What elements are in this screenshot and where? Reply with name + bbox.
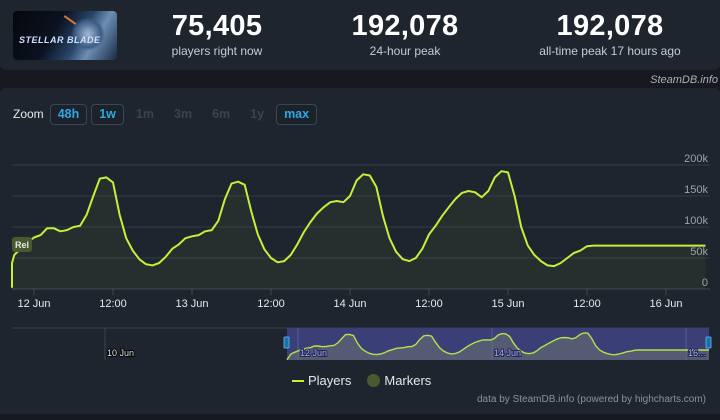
zoom-3m-button[interactable]: 3m xyxy=(174,107,193,121)
game-logo: STELLAR BLADE xyxy=(19,35,101,45)
game-thumbnail[interactable]: STELLAR BLADE xyxy=(13,11,117,60)
thumbnail-art xyxy=(71,17,105,51)
zoom-label: Zoom xyxy=(13,107,44,121)
svg-text:14 Jun: 14 Jun xyxy=(333,298,366,310)
release-marker[interactable]: Rel xyxy=(12,237,32,252)
stat-value: 192,078 xyxy=(351,10,459,42)
players-line[interactable] xyxy=(11,170,706,288)
steamdb-credit[interactable]: SteamDB.info xyxy=(650,74,718,86)
stat-label: 24-hour peak xyxy=(369,44,441,58)
navigator-area xyxy=(287,332,709,360)
zoom-1y-button[interactable]: 1y xyxy=(250,107,265,121)
zoom-1w-button[interactable]: 1w xyxy=(91,103,124,125)
navigator-label: 16... xyxy=(688,348,706,358)
zoom-max-button[interactable]: max xyxy=(276,103,318,125)
page-bottom xyxy=(0,414,720,420)
highcharts-credit[interactable]: data by SteamDB.info (powered by highcha… xyxy=(477,394,706,405)
chart-legend: Players Markers xyxy=(292,373,431,388)
markers-legend-icon xyxy=(367,374,381,387)
players-area xyxy=(12,171,706,289)
stat-label: all-time peak 17 hours ago xyxy=(539,44,681,58)
navigator-line xyxy=(286,332,709,361)
navigator-left-handle[interactable] xyxy=(283,336,290,349)
navigator-label: 14 Jun xyxy=(494,348,521,358)
svg-text:200k: 200k xyxy=(684,153,708,165)
zoom-1m-button[interactable]: 1m xyxy=(135,107,154,121)
stats-header: STELLAR BLADE 75,405 players right now 1… xyxy=(0,0,720,70)
svg-text:12:00: 12:00 xyxy=(573,298,601,310)
chart-panel xyxy=(0,88,720,420)
marker-label: Rel xyxy=(15,240,29,250)
thumbnail-art-streak xyxy=(63,15,77,25)
legend-players[interactable]: Players xyxy=(308,373,352,388)
players-legend-icon xyxy=(292,379,304,382)
stat-value: 192,078 xyxy=(556,10,664,42)
svg-text:0: 0 xyxy=(702,277,708,289)
svg-text:50k: 50k xyxy=(690,246,708,258)
legend-markers[interactable]: Markers xyxy=(384,373,432,388)
svg-text:12 Jun: 12 Jun xyxy=(17,298,50,310)
svg-text:16 Jun: 16 Jun xyxy=(649,298,682,310)
navigator-label: 12 Jun xyxy=(300,348,327,358)
zoom-selector: Zoom 48h 1w 1m 3m 6m 1y max xyxy=(13,103,318,125)
x-axis-labels: 12 Jun 12:00 13 Jun 12:00 14 Jun 12:00 15 Jun 1… xyxy=(17,289,683,310)
stat-label: players right now xyxy=(171,44,263,58)
navigator[interactable]: 10 Jun 12 Jun 14 Jun 16... xyxy=(12,327,712,361)
stat-all-time-peak: 192,078 all-time peak 17 hours ago xyxy=(530,10,690,58)
svg-text:12:00: 12:00 xyxy=(257,298,285,310)
navigator-right-handle[interactable] xyxy=(705,336,712,349)
stat-24h-peak: 192,078 24-hour peak xyxy=(340,10,470,58)
svg-text:15 Jun: 15 Jun xyxy=(491,298,524,310)
y-axis-labels: 0 50k 100k 150k 200k xyxy=(684,153,708,289)
svg-text:12:00: 12:00 xyxy=(415,298,443,310)
zoom-48h-button[interactable]: 48h xyxy=(49,103,88,125)
svg-text:13 Jun: 13 Jun xyxy=(175,298,208,310)
svg-text:150k: 150k xyxy=(684,184,708,196)
navigator-label: 10 Jun xyxy=(107,348,134,358)
chart-gridlines xyxy=(12,164,710,290)
svg-text:12:00: 12:00 xyxy=(99,298,127,310)
svg-text:100k: 100k xyxy=(684,215,708,227)
stat-current-players: 75,405 players right now xyxy=(152,10,282,58)
marker-flag xyxy=(12,237,32,252)
stat-value: 75,405 xyxy=(171,10,263,42)
zoom-6m-button[interactable]: 6m xyxy=(212,107,231,121)
